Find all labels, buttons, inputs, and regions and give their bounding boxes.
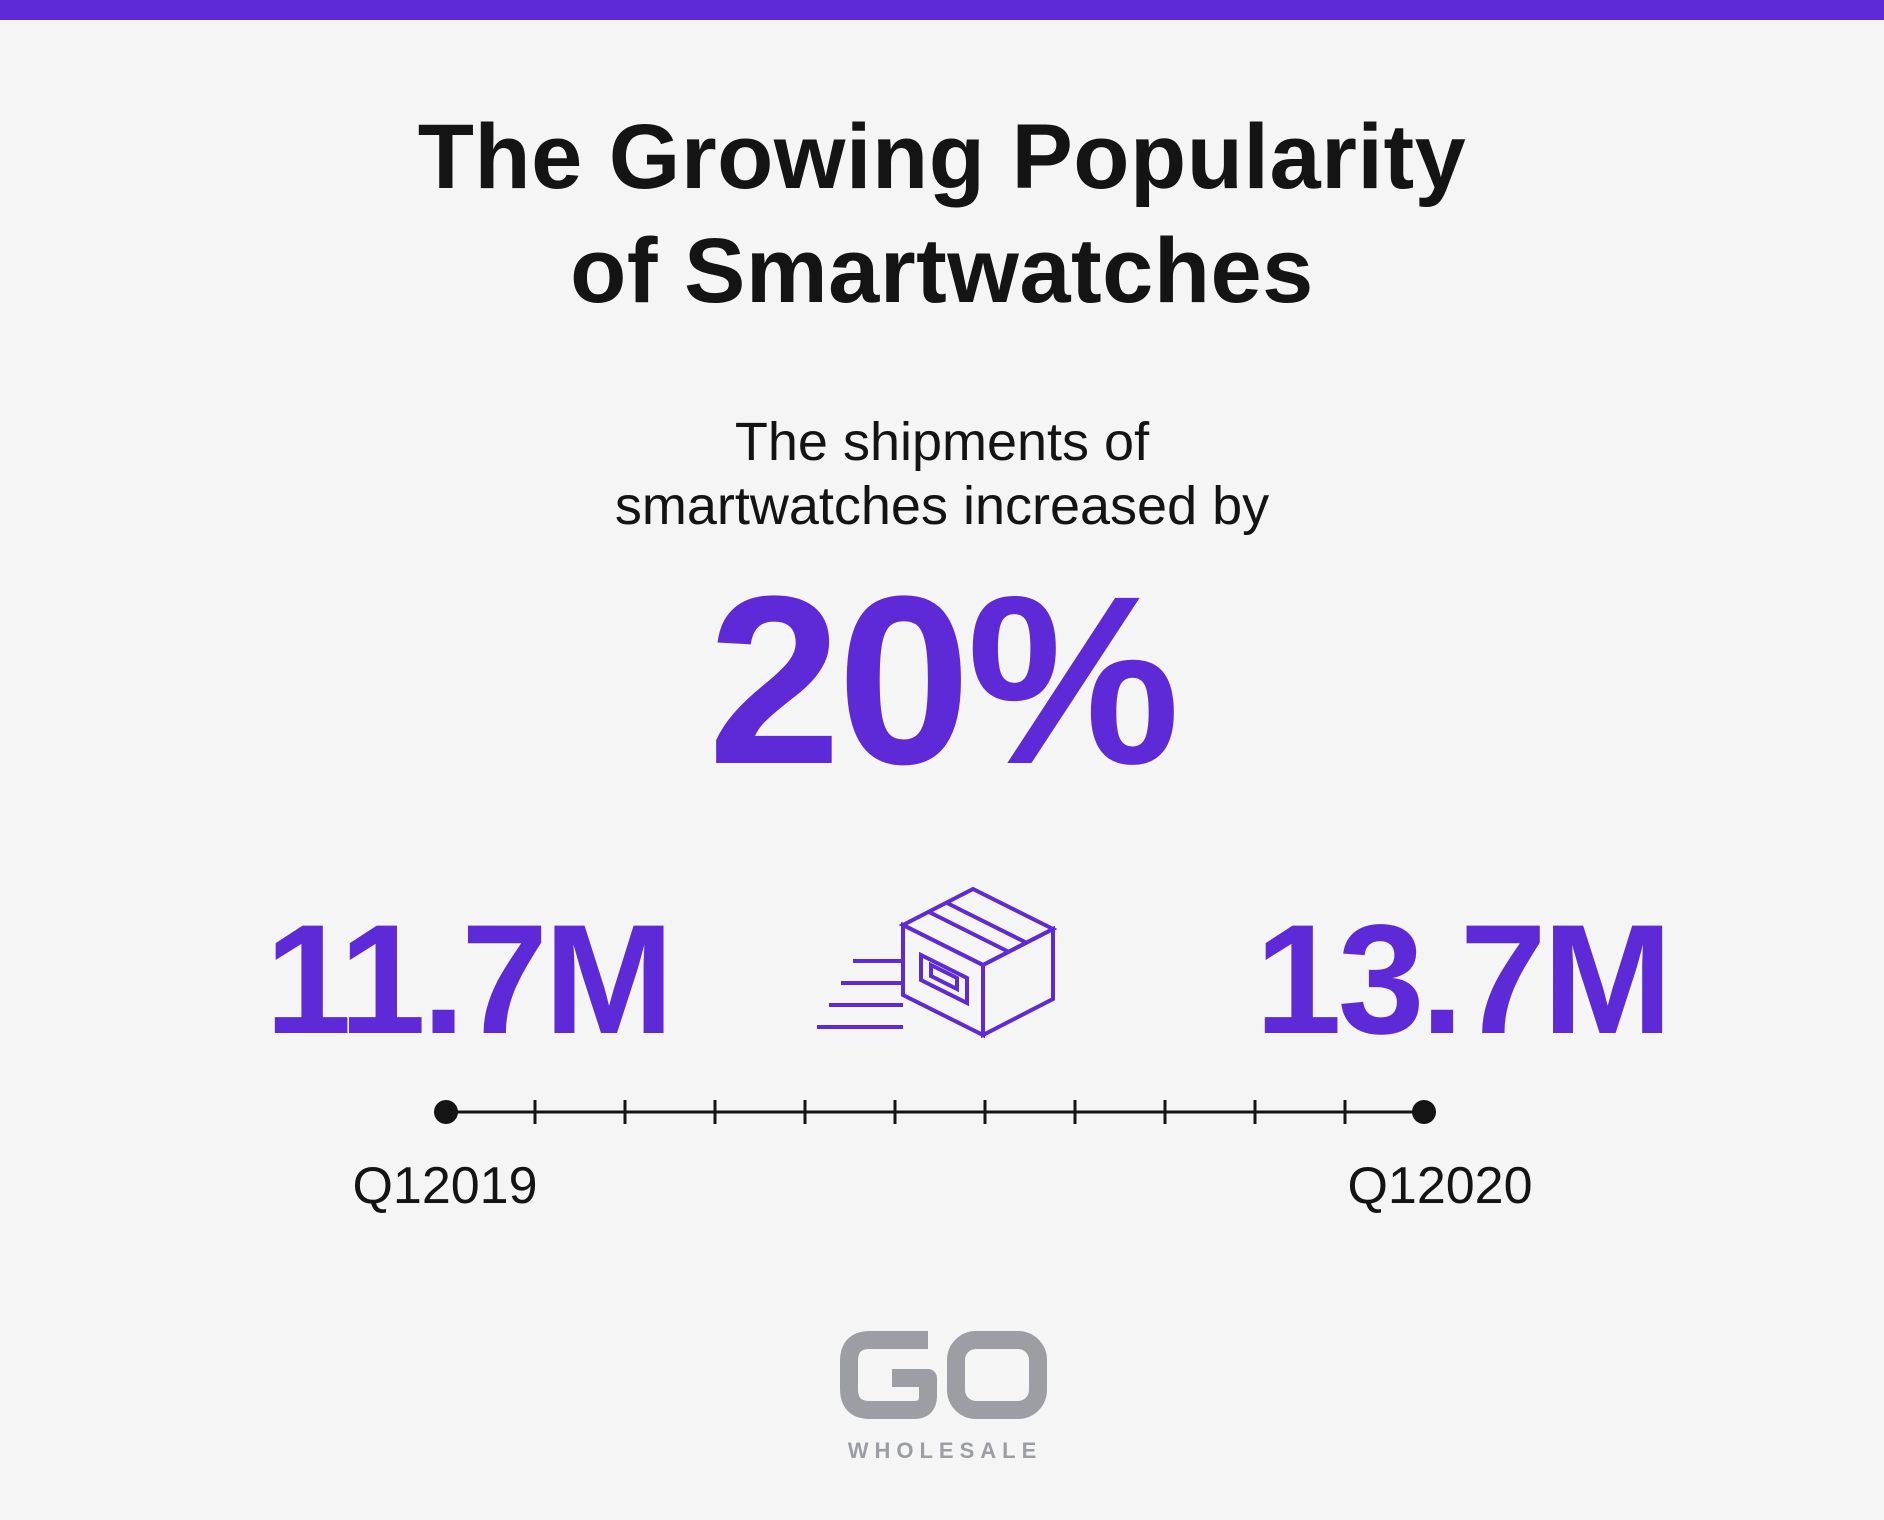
logo-wordmark: WHOLESALE — [847, 1438, 1043, 1463]
go-wholesale-logo — [840, 1331, 1047, 1419]
shipping-box-icon — [817, 886, 1058, 1039]
end-shipments-value: 13.7M — [1255, 893, 1673, 1067]
subtitle-line-1: The shipments of — [734, 412, 1150, 472]
subtitle: The shipments of smartwatches increased … — [0, 410, 1884, 538]
timeline-start-dot — [434, 1100, 458, 1124]
title-line-2: of Smartwatches — [570, 220, 1314, 322]
page-title: The Growing Popularity of Smartwatches — [0, 100, 1884, 328]
subtitle-line-2: smartwatches increased by — [614, 476, 1270, 536]
start-period-label: Q12019 — [352, 1157, 538, 1215]
timeline-end-dot — [1412, 1100, 1436, 1124]
start-shipments-value: 11.7M — [265, 893, 674, 1067]
title-line-1: The Growing Popularity — [417, 106, 1467, 208]
increase-percentage: 20% — [707, 546, 1180, 814]
top-accent-bar — [0, 0, 1884, 20]
timeline — [434, 1100, 1436, 1124]
end-period-label: Q12020 — [1347, 1157, 1533, 1215]
